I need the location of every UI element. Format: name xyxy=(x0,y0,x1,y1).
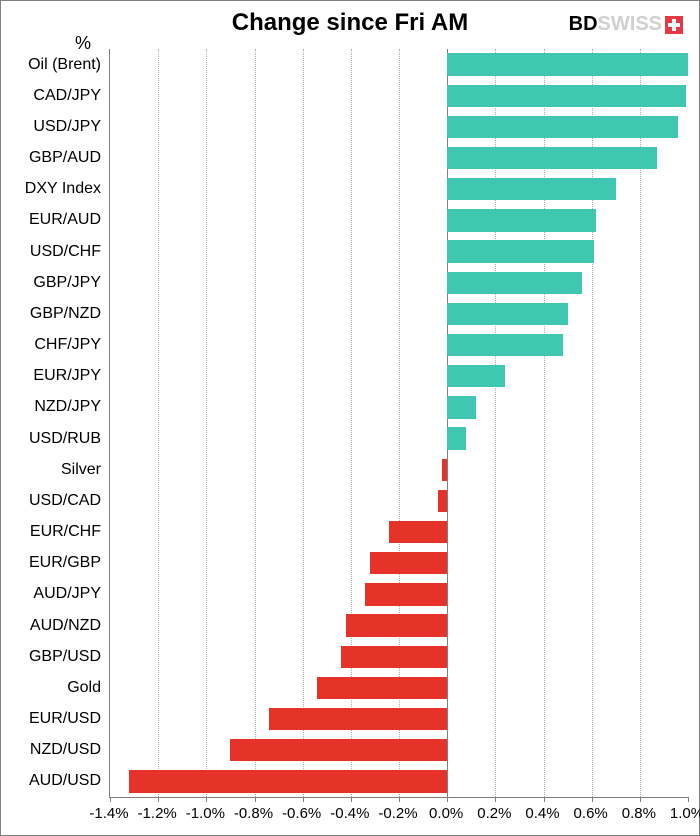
x-axis-label: -0.6% xyxy=(282,805,321,822)
x-tick xyxy=(544,797,545,802)
x-tick xyxy=(255,797,256,802)
x-tick xyxy=(110,797,111,802)
y-axis-unit: % xyxy=(75,33,91,54)
bar xyxy=(447,147,657,169)
y-axis-label: DXY Index xyxy=(1,180,101,198)
bar xyxy=(447,116,678,138)
x-tick xyxy=(495,797,496,802)
x-tick xyxy=(688,797,689,802)
bar xyxy=(447,53,688,75)
swiss-flag-icon xyxy=(665,16,683,34)
y-axis-label: EUR/JPY xyxy=(1,367,101,385)
y-axis-label: EUR/USD xyxy=(1,710,101,728)
y-axis-label: Oil (Brent) xyxy=(1,56,101,74)
y-axis-label: GBP/JPY xyxy=(1,274,101,292)
y-axis-label: GBP/USD xyxy=(1,648,101,666)
y-axis-label: USD/CHF xyxy=(1,243,101,261)
y-axis-label: Silver xyxy=(1,461,101,479)
y-axis-label: USD/JPY xyxy=(1,118,101,136)
y-axis-label: EUR/GBP xyxy=(1,554,101,572)
bar xyxy=(447,427,466,449)
bar xyxy=(230,739,447,761)
bar xyxy=(341,646,447,668)
bar xyxy=(447,209,596,231)
bar xyxy=(442,459,447,481)
x-axis-label: 0.0% xyxy=(429,805,463,822)
y-axis-label: CHF/JPY xyxy=(1,336,101,354)
y-axis-label: USD/CAD xyxy=(1,492,101,510)
bar xyxy=(447,178,616,200)
y-axis-label: NZD/USD xyxy=(1,741,101,759)
bar xyxy=(447,334,563,356)
x-axis-label: 0.6% xyxy=(574,805,608,822)
x-tick xyxy=(447,797,448,802)
bar xyxy=(389,521,447,543)
y-axis-label: GBP/AUD xyxy=(1,149,101,167)
y-axis-label: AUD/NZD xyxy=(1,617,101,635)
y-axis-label: EUR/AUD xyxy=(1,211,101,229)
x-axis-label: -1.0% xyxy=(186,805,225,822)
logo-text-swiss: SWISS xyxy=(598,13,662,36)
bar xyxy=(447,85,685,107)
bar xyxy=(438,490,448,512)
x-axis-label: -0.2% xyxy=(378,805,417,822)
gridline xyxy=(206,49,207,797)
y-axis-label: Gold xyxy=(1,679,101,697)
y-axis-label: CAD/JPY xyxy=(1,87,101,105)
y-axis-label: EUR/CHF xyxy=(1,523,101,541)
gridline xyxy=(255,49,256,797)
y-axis-label: AUD/USD xyxy=(1,772,101,790)
x-axis-label: 1.0% xyxy=(670,805,700,822)
bar xyxy=(346,614,447,636)
x-tick xyxy=(351,797,352,802)
x-axis-label: -1.4% xyxy=(89,805,128,822)
x-tick xyxy=(640,797,641,802)
bar xyxy=(447,303,567,325)
x-axis-label: -0.4% xyxy=(330,805,369,822)
brand-logo: BDSWISS xyxy=(569,13,683,36)
bar xyxy=(365,583,447,605)
x-axis-label: 0.2% xyxy=(477,805,511,822)
x-axis-label: -1.2% xyxy=(138,805,177,822)
chart-container: Change since Fri AM BDSWISS % -1.4%-1.2%… xyxy=(0,0,700,836)
bar xyxy=(447,272,582,294)
y-axis-label: NZD/JPY xyxy=(1,398,101,416)
x-tick xyxy=(399,797,400,802)
gridline xyxy=(303,49,304,797)
bar xyxy=(129,770,447,792)
bar xyxy=(317,677,447,699)
bar xyxy=(447,365,505,387)
bar xyxy=(269,708,447,730)
plot-area xyxy=(109,49,688,798)
x-tick xyxy=(303,797,304,802)
logo-text-bd: BD xyxy=(569,13,598,36)
x-tick xyxy=(158,797,159,802)
bar xyxy=(447,396,476,418)
x-axis-label: 0.4% xyxy=(525,805,559,822)
y-axis-label: GBP/NZD xyxy=(1,305,101,323)
y-axis-label: USD/RUB xyxy=(1,430,101,448)
bar xyxy=(370,552,447,574)
bar xyxy=(447,240,594,262)
x-tick xyxy=(206,797,207,802)
x-axis-label: -0.8% xyxy=(234,805,273,822)
x-tick xyxy=(592,797,593,802)
x-axis-label: 0.8% xyxy=(622,805,656,822)
gridline xyxy=(158,49,159,797)
y-axis-label: AUD/JPY xyxy=(1,585,101,603)
